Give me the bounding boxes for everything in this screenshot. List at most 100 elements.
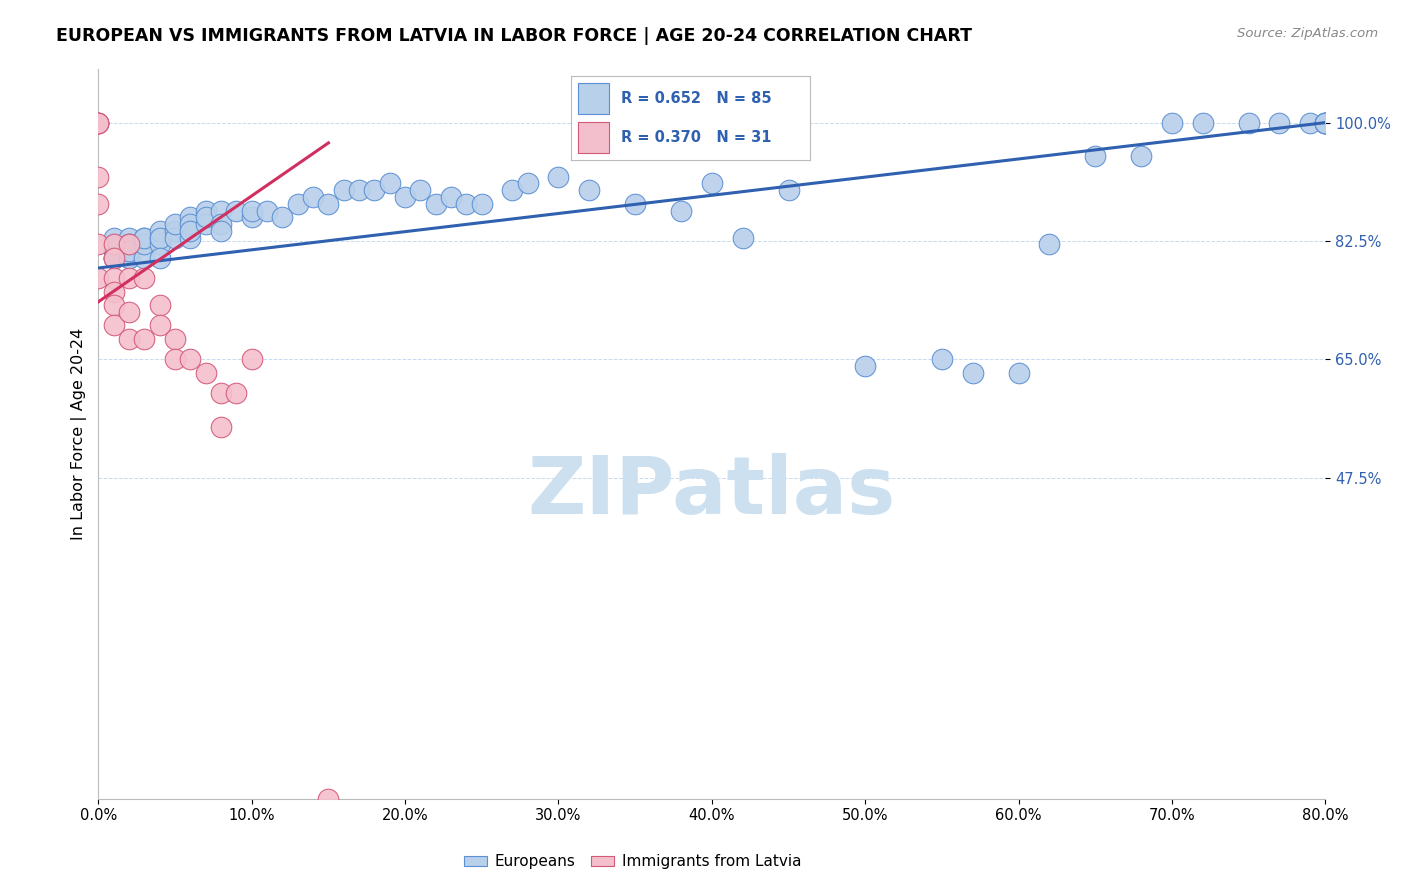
Point: [209, 203, 232, 218]
Point: [118, 251, 141, 265]
Point: [287, 196, 309, 211]
Point: [149, 251, 172, 265]
Text: EUROPEAN VS IMMIGRANTS FROM LATVIA IN LABOR FORCE | AGE 20-24 CORRELATION CHART: EUROPEAN VS IMMIGRANTS FROM LATVIA IN LA…: [56, 27, 972, 45]
Point: [440, 190, 463, 204]
Point: [163, 224, 186, 238]
Point: [179, 352, 201, 367]
Point: [87, 169, 110, 184]
Point: [149, 298, 172, 312]
Point: [103, 237, 125, 252]
Point: [179, 224, 201, 238]
Point: [87, 115, 110, 129]
Point: [87, 271, 110, 285]
Point: [118, 244, 141, 258]
Point: [501, 183, 523, 197]
Point: [1130, 149, 1153, 163]
Point: [1161, 115, 1184, 129]
Point: [163, 230, 186, 244]
Point: [194, 366, 217, 380]
Point: [87, 115, 110, 129]
Point: [1268, 115, 1291, 129]
Point: [118, 251, 141, 265]
Point: [103, 244, 125, 258]
Point: [149, 237, 172, 252]
Point: [163, 352, 186, 367]
Point: [118, 237, 141, 252]
Point: [1007, 366, 1029, 380]
Point: [271, 211, 294, 225]
Point: [134, 332, 156, 346]
Point: [256, 203, 278, 218]
Point: [103, 251, 125, 265]
Point: [118, 332, 141, 346]
Point: [118, 237, 141, 252]
Point: [149, 318, 172, 333]
Point: [209, 217, 232, 231]
Point: [1315, 115, 1337, 129]
Point: [118, 237, 141, 252]
Point: [240, 352, 263, 367]
Point: [853, 359, 876, 373]
Point: [149, 230, 172, 244]
Point: [240, 211, 263, 225]
Point: [194, 217, 217, 231]
Y-axis label: In Labor Force | Age 20-24: In Labor Force | Age 20-24: [72, 327, 87, 540]
Point: [134, 237, 156, 252]
Point: [547, 169, 569, 184]
Point: [225, 203, 247, 218]
Point: [1191, 115, 1213, 129]
Point: [179, 230, 201, 244]
Point: [87, 237, 110, 252]
Point: [134, 251, 156, 265]
Point: [240, 203, 263, 218]
Point: [1315, 115, 1337, 129]
Point: [425, 196, 447, 211]
Point: [103, 271, 125, 285]
Point: [149, 230, 172, 244]
Point: [118, 271, 141, 285]
Point: [179, 211, 201, 225]
Point: [209, 420, 232, 434]
Point: [118, 237, 141, 252]
Point: [363, 183, 385, 197]
Point: [103, 251, 125, 265]
Point: [347, 183, 370, 197]
Point: [700, 177, 723, 191]
Point: [118, 244, 141, 258]
Point: [103, 251, 125, 265]
Point: [103, 237, 125, 252]
Point: [378, 177, 401, 191]
Point: [134, 230, 156, 244]
Text: ZIPatlas: ZIPatlas: [527, 453, 896, 531]
Point: [87, 196, 110, 211]
Point: [118, 244, 141, 258]
Point: [103, 318, 125, 333]
Point: [118, 305, 141, 319]
Point: [163, 332, 186, 346]
Point: [163, 217, 186, 231]
Point: [134, 271, 156, 285]
Legend: Europeans, Immigrants from Latvia: Europeans, Immigrants from Latvia: [458, 848, 807, 875]
Point: [471, 196, 494, 211]
Point: [103, 251, 125, 265]
Point: [225, 386, 247, 401]
Point: [578, 183, 600, 197]
Point: [87, 115, 110, 129]
Point: [332, 183, 354, 197]
Point: [1315, 115, 1337, 129]
Point: [409, 183, 432, 197]
Point: [731, 230, 754, 244]
Point: [209, 224, 232, 238]
Point: [118, 237, 141, 252]
Point: [103, 285, 125, 299]
Point: [456, 196, 478, 211]
Point: [302, 190, 325, 204]
Point: [1237, 115, 1260, 129]
Point: [516, 177, 538, 191]
Point: [194, 203, 217, 218]
Point: [103, 230, 125, 244]
Point: [1299, 115, 1322, 129]
Point: [103, 237, 125, 252]
Point: [209, 386, 232, 401]
Point: [394, 190, 416, 204]
